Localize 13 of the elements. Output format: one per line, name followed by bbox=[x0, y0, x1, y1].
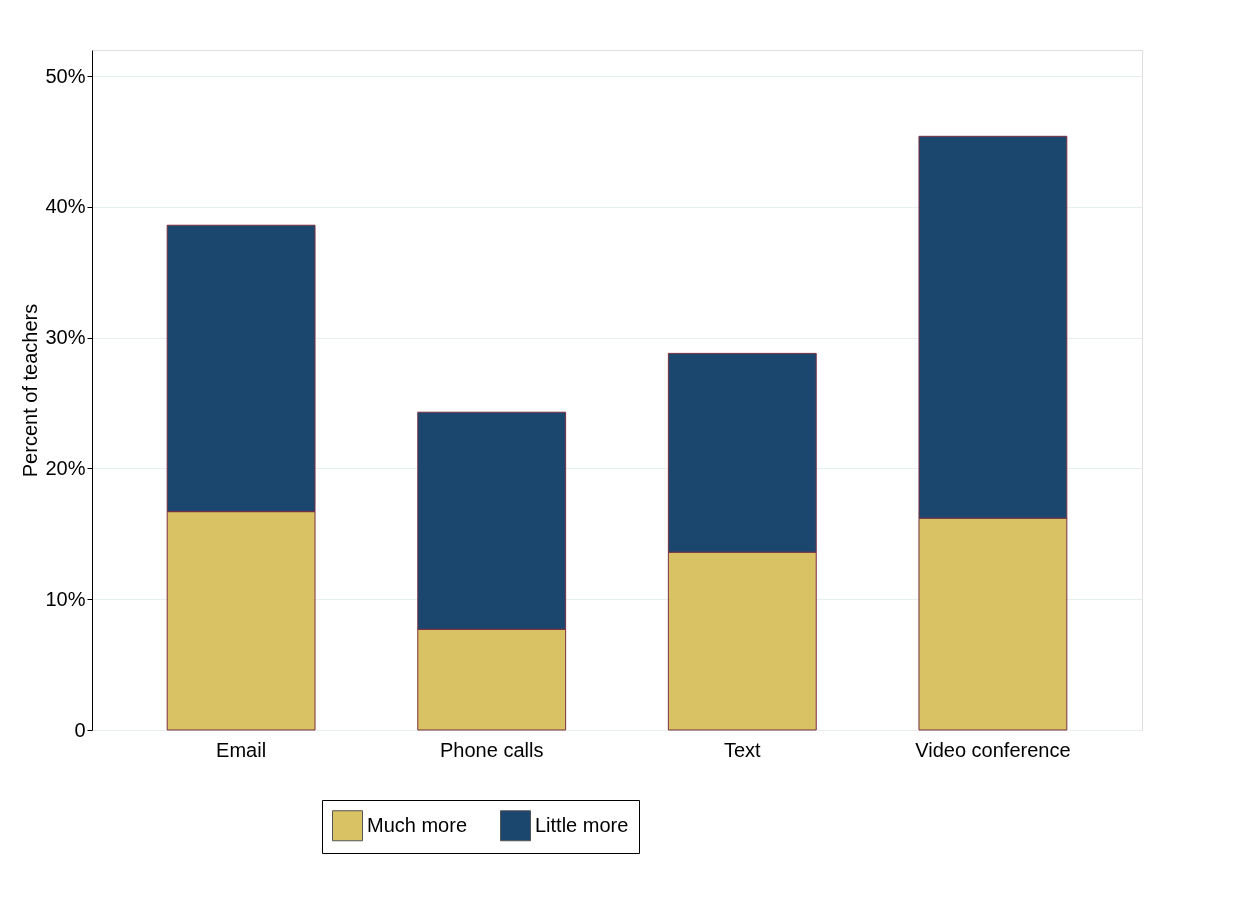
x-tick-label: Email bbox=[216, 738, 267, 761]
y-tick-label: 0 bbox=[74, 718, 86, 741]
x-tick-label: Video conference bbox=[915, 738, 1071, 761]
y-tick-label: 40% bbox=[45, 195, 86, 218]
y-tick-label: 20% bbox=[45, 456, 86, 479]
legend-label: Little more bbox=[535, 813, 629, 836]
x-tick-label: Phone calls bbox=[440, 738, 544, 761]
y-tick-label: 30% bbox=[45, 326, 86, 349]
x-tick-label: Text bbox=[723, 738, 762, 761]
y-axis-title: Percent of teachers bbox=[19, 303, 42, 478]
y-tick-label: 10% bbox=[45, 587, 86, 610]
y-tick-label: 50% bbox=[45, 64, 86, 87]
legend-label: Much more bbox=[367, 813, 468, 836]
